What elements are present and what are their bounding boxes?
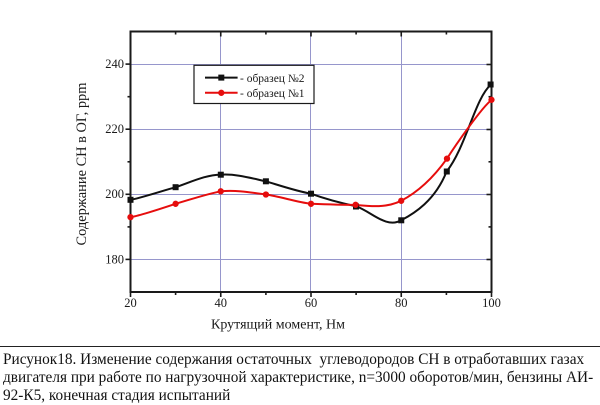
svg-text:220: 220 (105, 122, 124, 136)
svg-text:40: 40 (215, 296, 228, 310)
svg-text:200: 200 (105, 187, 124, 201)
svg-text:Крутящий момент, Нм: Крутящий момент, Нм (211, 318, 345, 333)
svg-text:100: 100 (482, 296, 501, 310)
svg-text:180: 180 (105, 252, 124, 266)
svg-text:- образец №1: - образец №1 (240, 88, 305, 100)
svg-text:20: 20 (124, 296, 137, 310)
svg-text:Содержание СН в ОГ, ppm: Содержание СН в ОГ, ppm (74, 83, 90, 246)
svg-text:240: 240 (105, 57, 124, 71)
svg-text:- образец №2: - образец №2 (240, 73, 305, 85)
svg-text:60: 60 (305, 296, 318, 310)
svg-text:80: 80 (395, 296, 408, 310)
